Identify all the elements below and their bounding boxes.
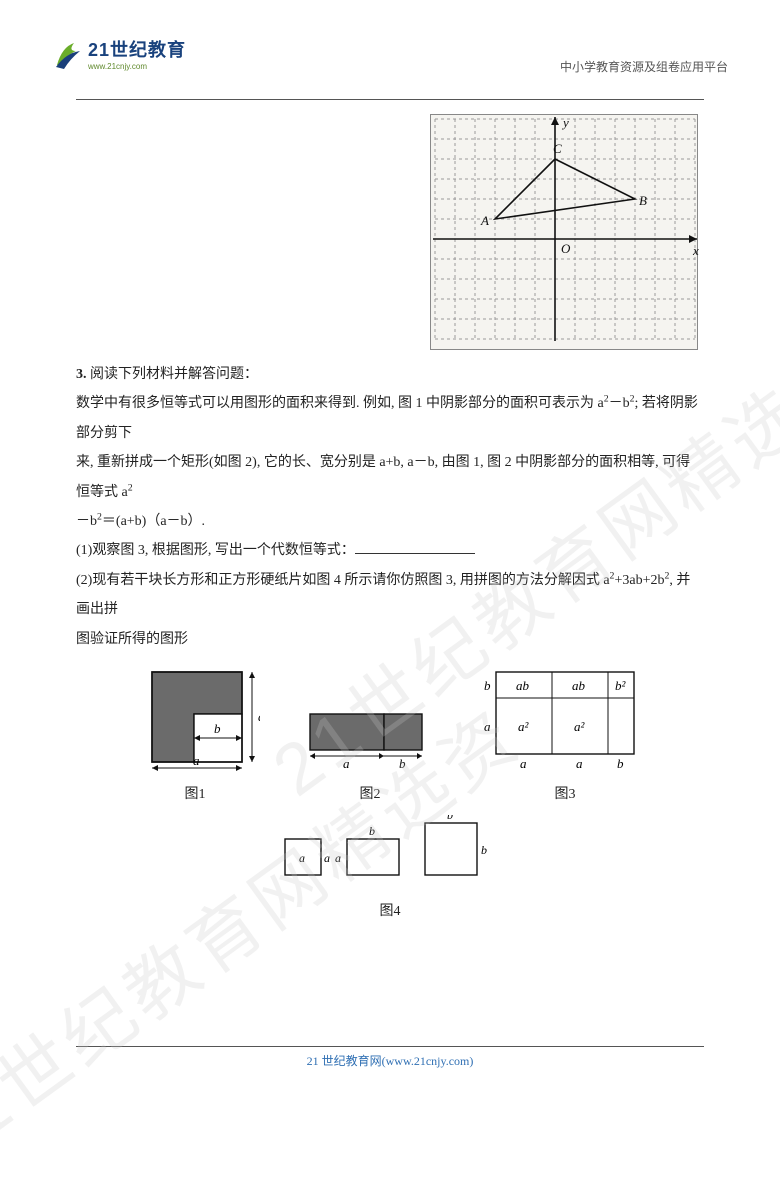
- q1: (1)观察图 3, 根据图形, 写出一个代数恒等式：: [76, 543, 355, 558]
- figures-row-2: aaabbb 图4: [76, 815, 704, 926]
- q3: 图验证所得的图形: [76, 632, 188, 647]
- svg-text:C: C: [553, 141, 562, 156]
- svg-text:a: a: [484, 719, 491, 734]
- logo-icon: [52, 37, 86, 71]
- svg-text:b: b: [481, 843, 487, 857]
- svg-text:x: x: [692, 243, 699, 258]
- divider-top: [76, 99, 704, 100]
- p3-a: －b: [76, 514, 97, 529]
- figure-1: a b a 图1: [130, 666, 260, 809]
- figure-3: ababb²a²a²baaab 图3: [480, 666, 650, 809]
- svg-text:b: b: [484, 678, 491, 693]
- q2-b: +3ab+2b: [614, 573, 664, 588]
- svg-text:a²: a²: [574, 719, 586, 734]
- svg-text:b²: b²: [615, 678, 627, 693]
- logo: 21世纪教育 www.21cnjy.com: [52, 36, 186, 71]
- svg-text:a: a: [324, 851, 330, 865]
- svg-text:b: b: [369, 824, 375, 838]
- svg-text:b: b: [399, 756, 406, 771]
- svg-text:O: O: [561, 241, 571, 256]
- p1-a: 数学中有很多恒等式可以用图形的面积来得到. 例如, 图 1 中阴影部分的面积可表…: [76, 396, 604, 411]
- svg-text:ab: ab: [572, 678, 586, 693]
- svg-text:y: y: [561, 115, 569, 130]
- figure-4: aaabbb 图4: [275, 815, 505, 926]
- svg-text:a²: a²: [518, 719, 530, 734]
- p1-b: －b: [609, 396, 630, 411]
- page-header: 21世纪教育 www.21cnjy.com 中小学教育资源及组卷应用平台: [52, 36, 728, 92]
- svg-text:a: a: [258, 709, 260, 724]
- fig2-label: 图2: [360, 780, 381, 809]
- answer-blank[interactable]: [355, 540, 475, 554]
- svg-text:a: a: [520, 756, 527, 771]
- svg-text:a: a: [343, 756, 350, 771]
- content-area: x y O A B C 3. 阅读下列材料并解答问题： 数学中有很多恒等式可以用图形的面积…: [76, 110, 704, 927]
- svg-text:a: a: [299, 851, 305, 865]
- p3-b: ＝(a+b)（a－b）.: [102, 514, 205, 529]
- logo-text-en: www.21cnjy.com: [88, 62, 186, 71]
- problem-3: 3. 阅读下列材料并解答问题： 数学中有很多恒等式可以用图形的面积来得到. 例如…: [76, 360, 704, 654]
- figure-2: a b 图2: [300, 666, 440, 809]
- figures-row-1: aba 图1 ab 图2 ababb²a²a²baaab 图3: [76, 666, 704, 809]
- fig4-label: 图4: [380, 897, 401, 926]
- svg-text:ab: ab: [516, 678, 530, 693]
- svg-text:b: b: [447, 815, 453, 822]
- svg-text:a: a: [335, 851, 341, 865]
- svg-text:A: A: [480, 213, 489, 228]
- problem-intro: 阅读下列材料并解答问题：: [90, 367, 258, 382]
- page-footer: 21 世纪教育网(www.21cnjy.com): [0, 1052, 780, 1069]
- problem-number: 3.: [76, 367, 87, 382]
- header-right-text: 中小学教育资源及组卷应用平台: [560, 58, 728, 75]
- p2-a: 来, 重新拼成一个矩形(如图 2), 它的长、宽分别是 a+b, a－b, 由图…: [76, 455, 690, 499]
- logo-text: 21世纪教育 www.21cnjy.com: [88, 36, 186, 71]
- q2-a: (2)现有若干块长方形和正方形硬纸片如图 4 所示请你仿照图 3, 用拼图的方法…: [76, 573, 610, 588]
- svg-text:a: a: [576, 756, 583, 771]
- svg-text:b: b: [617, 756, 624, 771]
- fig1-label: 图1: [185, 780, 206, 809]
- svg-text:B: B: [639, 193, 647, 208]
- coordinate-grid-figure: x y O A B C: [430, 114, 698, 350]
- svg-text:b: b: [214, 721, 221, 736]
- svg-text:a: a: [193, 753, 200, 768]
- divider-bottom: [76, 1046, 704, 1047]
- logo-text-cn: 21世纪教育: [88, 36, 186, 62]
- fig3-label: 图3: [555, 780, 576, 809]
